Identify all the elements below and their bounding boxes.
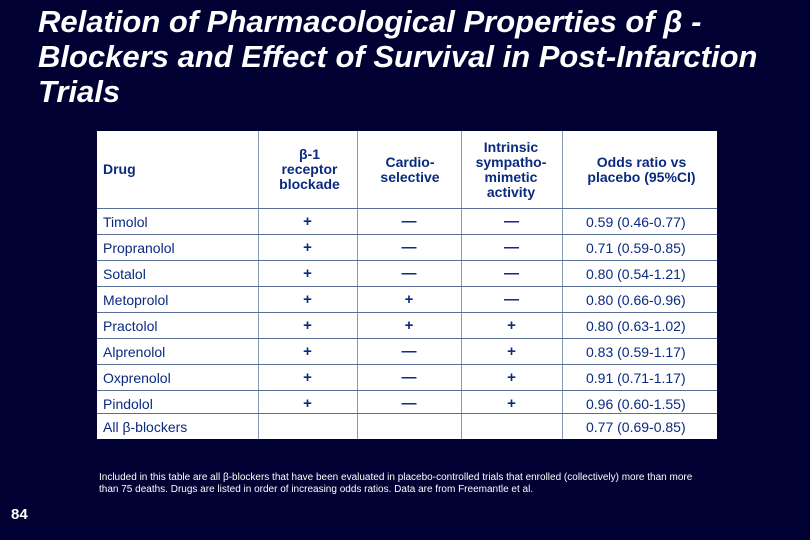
header-odds-ratio: Odds ratio vs placebo (95%CI) xyxy=(587,153,696,185)
cardioselective-value: — xyxy=(401,265,417,282)
drug-name: Propranolol xyxy=(103,239,175,256)
isa-value: + xyxy=(507,317,516,334)
b1-blockade-value: + xyxy=(303,239,312,256)
table-row: Alprenolol + — +0.83 (0.59-1.17) xyxy=(97,338,717,364)
table-row: Metoprolol + + — 0.80 (0.66-0.96) xyxy=(97,286,717,312)
isa-value: — xyxy=(504,291,519,308)
cardioselective-value: — xyxy=(401,369,417,386)
isa-value: — xyxy=(504,213,519,230)
cardioselective-value: — xyxy=(401,239,417,256)
header-intrinsic-sympathomimetic-activity: Intrinsic sympatho-mimetic activity xyxy=(475,138,547,200)
isa-value: + xyxy=(507,343,516,360)
drug-name: Metoprolol xyxy=(103,291,169,308)
table-row: Practolol + + +0.80 (0.63-1.02) xyxy=(97,312,717,338)
b1-blockade-value: + xyxy=(303,213,312,230)
odds-ratio-value: 0.80 (0.66-0.96) xyxy=(586,291,686,308)
drug-name: Sotalol xyxy=(103,265,146,282)
odds-ratio-value: 0.71 (0.59-0.85) xyxy=(586,239,686,256)
table-row: Propranolol + — — 0.71 (0.59-0.85) xyxy=(97,234,717,260)
column-divider xyxy=(258,131,259,439)
isa-value: — xyxy=(504,265,519,282)
odds-ratio-value: 0.80 (0.54-1.21) xyxy=(586,265,686,282)
drug-name: Timolol xyxy=(103,213,148,230)
drug-name: Alprenolol xyxy=(103,343,166,360)
cardioselective-value: — xyxy=(401,213,417,230)
drug-name: Pindolol xyxy=(103,395,153,412)
b1-blockade-value: + xyxy=(303,317,312,334)
slide-title: Relation of Pharmacological Properties o… xyxy=(38,4,758,109)
cardioselective-value: — xyxy=(401,395,417,412)
column-divider xyxy=(357,131,358,439)
drug-name: Practolol xyxy=(103,317,158,334)
table-total-row: All β-blockers 0.77 (0.69-0.85) xyxy=(97,413,717,439)
isa-value: + xyxy=(507,395,516,412)
odds-ratio-value: 0.59 (0.46-0.77) xyxy=(586,213,686,230)
b1-blockade-value: + xyxy=(303,291,312,308)
odds-ratio-value: 0.83 (0.59-1.17) xyxy=(586,343,686,360)
table-header-row: Drug β-1 receptor blockade Cardio-select… xyxy=(97,131,717,208)
column-divider xyxy=(461,131,462,439)
table-row: Sotalol + — — 0.80 (0.54-1.21) xyxy=(97,260,717,286)
total-drug-name: All β-blockers xyxy=(103,418,188,435)
cardioselective-value: + xyxy=(404,291,414,308)
total-odds-ratio: 0.77 (0.69-0.85) xyxy=(586,418,686,435)
b1-blockade-value: + xyxy=(303,265,312,282)
b1-blockade-value: + xyxy=(303,395,312,412)
table-row: Oxprenolol + — +0.91 (0.71-1.17) xyxy=(97,364,717,390)
header-drug: Drug xyxy=(103,161,136,177)
cardioselective-value: + xyxy=(404,317,414,334)
isa-value: + xyxy=(507,369,516,386)
column-divider xyxy=(562,131,563,439)
beta-blocker-table: Drug β-1 receptor blockade Cardio-select… xyxy=(97,131,717,439)
table-row: Pindolol + — +0.96 (0.60-1.55) xyxy=(97,390,717,416)
slide-number: 84 xyxy=(11,506,28,523)
odds-ratio-value: 0.91 (0.71-1.17) xyxy=(586,369,686,386)
footnote: Included in this table are all β-blocker… xyxy=(99,472,693,495)
odds-ratio-value: 0.96 (0.60-1.55) xyxy=(586,395,686,412)
b1-blockade-value: + xyxy=(303,343,312,360)
odds-ratio-value: 0.80 (0.63-1.02) xyxy=(586,317,686,334)
header-cardioselective: Cardio-selective xyxy=(380,153,440,185)
header-b1-receptor-blockade: β-1 receptor blockade xyxy=(279,146,340,192)
cardioselective-value: — xyxy=(401,343,417,360)
drug-name: Oxprenolol xyxy=(103,369,171,386)
isa-value: — xyxy=(504,239,519,256)
table-row: Timolol + — — 0.59 (0.46-0.77) xyxy=(97,208,717,234)
b1-blockade-value: + xyxy=(303,369,312,386)
